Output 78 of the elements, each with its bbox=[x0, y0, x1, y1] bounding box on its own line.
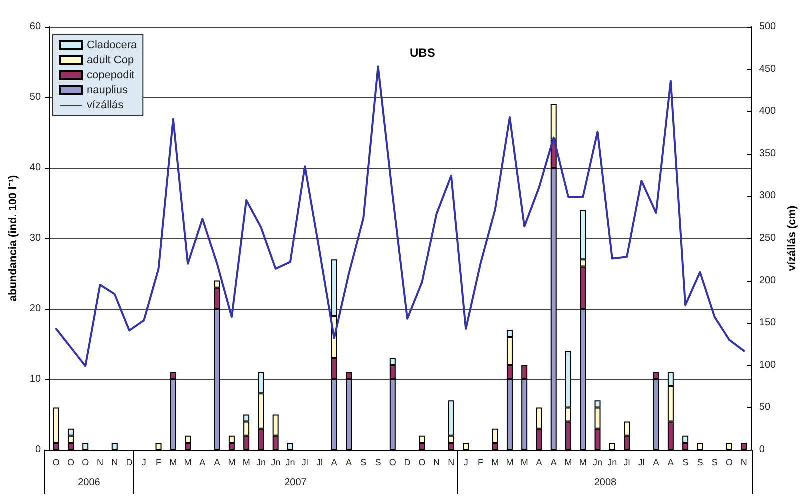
x-tick-label: S bbox=[375, 458, 382, 468]
x-tick-label: A bbox=[536, 458, 542, 468]
x-tick-label: O bbox=[67, 458, 74, 468]
x-tick-label: O bbox=[726, 458, 733, 468]
y-tick-label: 40 bbox=[30, 162, 42, 174]
x-tick-label: N bbox=[112, 458, 118, 468]
y2-tick-label: 0 bbox=[759, 444, 766, 456]
x-tick-label: Jl bbox=[638, 458, 645, 468]
y-tick-label: 60 bbox=[30, 22, 42, 32]
x-tick-label: J bbox=[142, 458, 146, 468]
x-tick-label: Jn bbox=[256, 458, 266, 468]
text: 2008 bbox=[594, 478, 618, 488]
y2-tick-label: 300 bbox=[759, 190, 777, 202]
x-tick-label: M bbox=[564, 458, 572, 468]
x-tick-label: Jl bbox=[302, 458, 308, 468]
y-tick-label: 0 bbox=[35, 444, 42, 456]
x-tick-label: Jn bbox=[593, 458, 603, 468]
x-tick-label: N bbox=[740, 458, 748, 468]
x-tick-label: A bbox=[331, 458, 338, 468]
x-tick-label: D bbox=[404, 458, 412, 468]
x-tick-label: S bbox=[697, 458, 704, 468]
x-tick-label: S bbox=[712, 458, 718, 468]
x-tick-label: O bbox=[52, 458, 60, 468]
x-tick-label: M bbox=[228, 458, 236, 468]
legend-label: vízállás bbox=[87, 100, 124, 112]
x-tick-label: M bbox=[506, 458, 514, 468]
y-axis-title: abundancia (ind. 100 l⁻¹) bbox=[8, 175, 20, 302]
x-tick-label: Jn bbox=[286, 458, 296, 468]
x-tick-label: N bbox=[96, 458, 104, 468]
x-tick-label: M bbox=[492, 458, 500, 468]
x-tick-label: O bbox=[418, 458, 426, 468]
y2-tick-label: 400 bbox=[759, 106, 777, 118]
y2-tick-label: 100 bbox=[759, 360, 777, 371]
x-tick-label: F bbox=[478, 458, 484, 468]
y-tick-label: 30 bbox=[30, 233, 42, 244]
y2-tick-label: 500 bbox=[759, 22, 777, 32]
legend-label: adult Cop bbox=[87, 54, 134, 66]
x-tick-label: M bbox=[184, 458, 192, 468]
x-tick-label: J bbox=[464, 458, 468, 468]
x-tick-label: A bbox=[346, 458, 352, 468]
x-tick-label: A bbox=[550, 458, 557, 468]
y-tick-label: 50 bbox=[30, 92, 42, 103]
x-tick-label: O bbox=[82, 458, 90, 468]
x-tick-label: A bbox=[668, 458, 674, 468]
y2-tick-label: 200 bbox=[759, 275, 777, 286]
x-tick-label: M bbox=[520, 458, 528, 468]
x-tick-label: M bbox=[579, 458, 587, 468]
x-tick-label: Jn bbox=[608, 458, 618, 468]
x-tick-label: O bbox=[389, 458, 396, 468]
x-tick-label: S bbox=[360, 458, 367, 468]
legend-label: nauplius bbox=[87, 84, 128, 96]
x-tick-label: Jl bbox=[316, 458, 323, 468]
text: 2007 bbox=[284, 478, 308, 488]
legend-label: copepodit bbox=[87, 70, 135, 82]
x-tick-label: A bbox=[200, 458, 206, 468]
y2-tick-label: 450 bbox=[759, 64, 777, 75]
x-tick-label: N bbox=[434, 458, 440, 468]
x-tick-label: S bbox=[682, 458, 689, 468]
text: 2006 bbox=[78, 478, 101, 488]
x-tick-label: F bbox=[156, 458, 162, 468]
x-tick-label: D bbox=[126, 458, 134, 468]
y2-tick-label: 350 bbox=[759, 148, 777, 160]
y2-axis-title: vízállás (cm) bbox=[786, 205, 798, 272]
y2-tick-label: 250 bbox=[759, 233, 777, 244]
y2-tick-label: 50 bbox=[759, 402, 771, 414]
line-series bbox=[55, 66, 746, 368]
x-tick-label: M bbox=[242, 458, 250, 468]
x-tick-label: A bbox=[653, 458, 660, 468]
legend-label: Cladocera bbox=[87, 40, 138, 52]
x-tick-label: N bbox=[448, 458, 455, 468]
y-tick-label: 10 bbox=[30, 374, 42, 385]
text: UBS bbox=[410, 46, 436, 60]
y2-tick-label: 150 bbox=[759, 318, 777, 329]
x-tick-label: M bbox=[170, 458, 178, 468]
x-tick-label: Jl bbox=[624, 458, 630, 468]
y-tick-label: 20 bbox=[30, 304, 42, 314]
x-tick-label: Jn bbox=[271, 458, 281, 468]
x-tick-label: A bbox=[214, 458, 220, 468]
